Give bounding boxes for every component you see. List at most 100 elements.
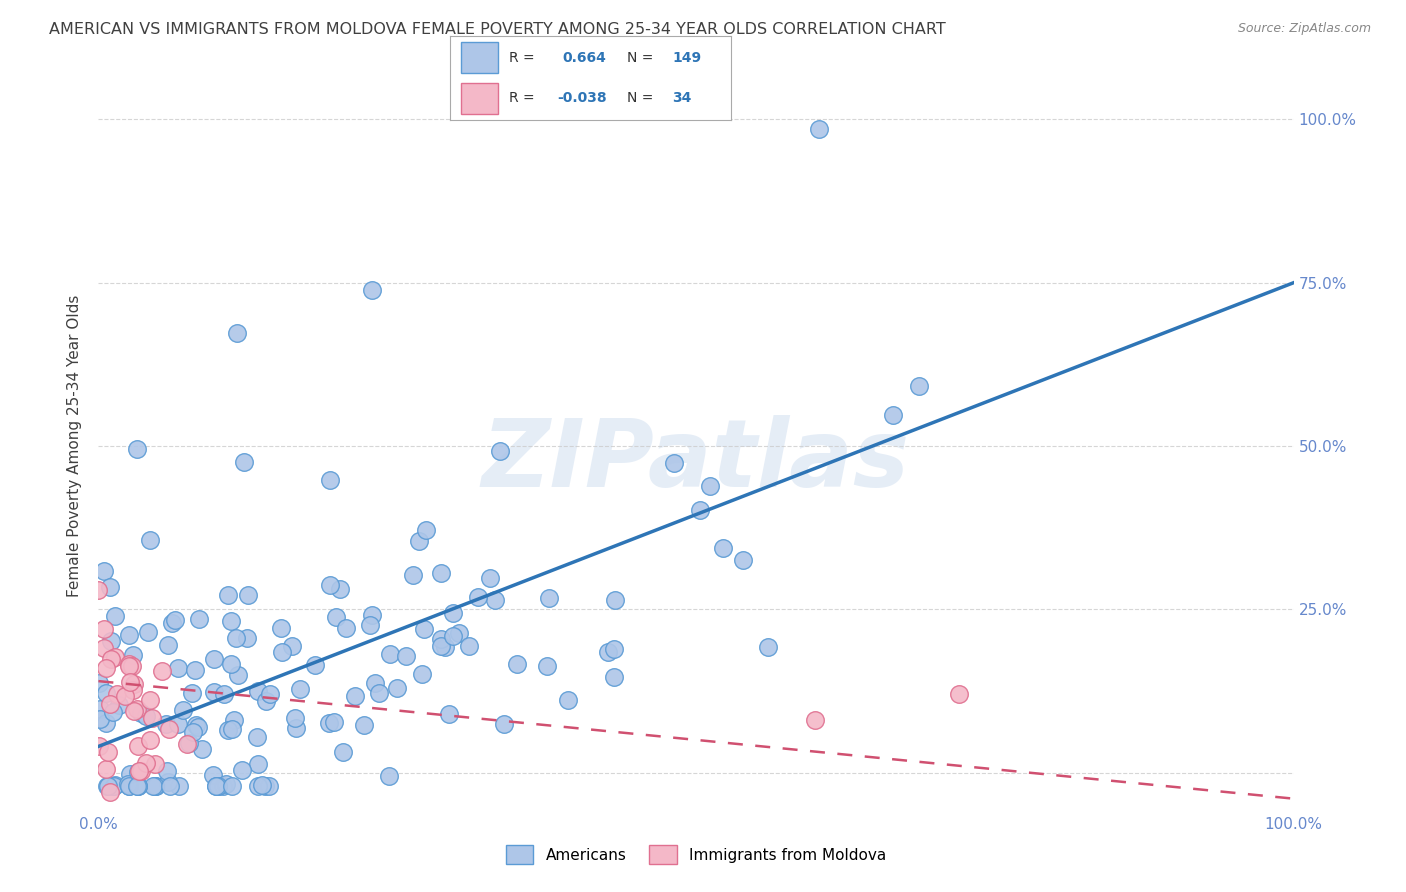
- Point: [217, 723, 239, 738]
- Point: [246, 757, 269, 772]
- Point: [259, 687, 281, 701]
- Point: [150, 664, 173, 678]
- Point: [118, 779, 141, 793]
- Point: [135, 756, 157, 771]
- Point: [96, 686, 118, 700]
- Point: [94, 660, 117, 674]
- Point: [402, 568, 425, 582]
- Point: [699, 479, 721, 493]
- Point: [259, 779, 281, 793]
- Point: [270, 621, 292, 635]
- Point: [157, 775, 180, 789]
- Point: [127, 739, 149, 753]
- Point: [96, 762, 118, 776]
- Point: [139, 533, 162, 547]
- Point: [441, 629, 464, 643]
- FancyBboxPatch shape: [461, 43, 498, 73]
- Point: [186, 717, 208, 731]
- Point: [187, 612, 209, 626]
- Point: [494, 716, 516, 731]
- Point: [97, 745, 120, 759]
- Point: [411, 667, 433, 681]
- Point: [537, 591, 560, 605]
- Point: [247, 684, 270, 698]
- Point: [415, 523, 437, 537]
- Point: [367, 686, 389, 700]
- Point: [304, 658, 326, 673]
- Point: [226, 326, 249, 341]
- Point: [107, 687, 129, 701]
- Point: [118, 657, 141, 671]
- Point: [478, 571, 501, 585]
- Point: [121, 682, 143, 697]
- Point: [127, 779, 149, 793]
- Point: [319, 578, 342, 592]
- Text: 0.664: 0.664: [562, 51, 606, 65]
- Point: [122, 677, 145, 691]
- Point: [364, 676, 387, 690]
- Point: [93, 641, 115, 656]
- Point: [557, 693, 579, 707]
- Point: [141, 710, 163, 724]
- Text: 34: 34: [672, 91, 692, 105]
- Point: [430, 639, 453, 653]
- Point: [335, 621, 357, 635]
- Point: [254, 694, 277, 708]
- Point: [87, 676, 110, 690]
- Point: [118, 659, 141, 673]
- Point: [353, 717, 375, 731]
- Point: [87, 582, 110, 597]
- Point: [359, 618, 381, 632]
- Point: [165, 613, 187, 627]
- Point: [360, 283, 382, 297]
- Point: [284, 721, 307, 735]
- Point: [804, 714, 827, 728]
- Point: [190, 741, 212, 756]
- Point: [156, 638, 179, 652]
- Point: [536, 659, 558, 673]
- Point: [202, 652, 225, 666]
- Point: [596, 645, 619, 659]
- Point: [202, 685, 225, 699]
- Point: [135, 709, 157, 723]
- Point: [318, 715, 340, 730]
- Point: [219, 657, 242, 672]
- Point: [103, 778, 125, 792]
- Point: [87, 739, 110, 753]
- Point: [434, 640, 457, 654]
- Point: [236, 588, 259, 602]
- Text: N =: N =: [627, 91, 654, 105]
- Point: [127, 765, 149, 780]
- Point: [246, 779, 269, 793]
- Point: [605, 593, 627, 607]
- Point: [202, 767, 225, 781]
- Point: [167, 716, 190, 731]
- Point: [447, 626, 470, 640]
- Point: [408, 533, 430, 548]
- Point: [205, 779, 228, 793]
- Point: [89, 712, 111, 726]
- Point: [122, 704, 145, 718]
- Point: [222, 714, 245, 728]
- Point: [288, 681, 311, 696]
- Point: [98, 697, 121, 711]
- Point: [221, 779, 243, 793]
- Point: [329, 582, 352, 597]
- Point: [378, 769, 401, 783]
- Point: [139, 693, 162, 707]
- Point: [207, 779, 229, 793]
- Legend: Americans, Immigrants from Moldova: Americans, Immigrants from Moldova: [499, 839, 893, 870]
- Point: [136, 625, 159, 640]
- Point: [121, 648, 143, 662]
- Point: [489, 444, 512, 458]
- Point: [253, 779, 276, 793]
- Point: [127, 779, 149, 793]
- Point: [127, 442, 149, 456]
- Point: [101, 779, 124, 793]
- Text: N =: N =: [627, 51, 654, 65]
- Point: [98, 785, 122, 799]
- Point: [360, 608, 382, 623]
- Point: [284, 711, 307, 725]
- Point: [226, 668, 249, 682]
- Point: [430, 566, 453, 580]
